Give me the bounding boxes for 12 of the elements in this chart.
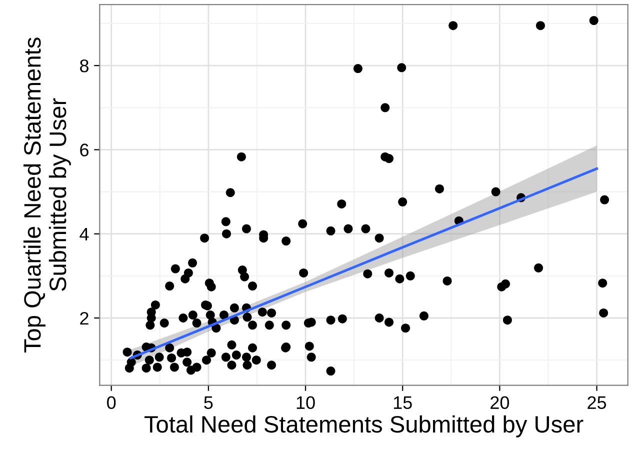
x-tick-label: 0 xyxy=(107,396,116,409)
y-tick-label: 4 xyxy=(80,228,89,240)
y-tick-label: 6 xyxy=(80,144,88,156)
y-axis-title: Top Quartile Need Statements Submitted by User xyxy=(23,38,71,353)
x-tick-label: 10 xyxy=(296,396,315,409)
x-tick-label: 15 xyxy=(394,396,412,409)
y-tick-label: 8 xyxy=(80,60,88,72)
y-tick-label: 2 xyxy=(80,312,88,325)
x-tick-label: 25 xyxy=(588,396,606,409)
x-tick-label: 20 xyxy=(490,396,510,409)
x-tick-label: 5 xyxy=(204,396,213,409)
x-axis-title: Total Need Statements Submitted by User xyxy=(144,415,584,438)
